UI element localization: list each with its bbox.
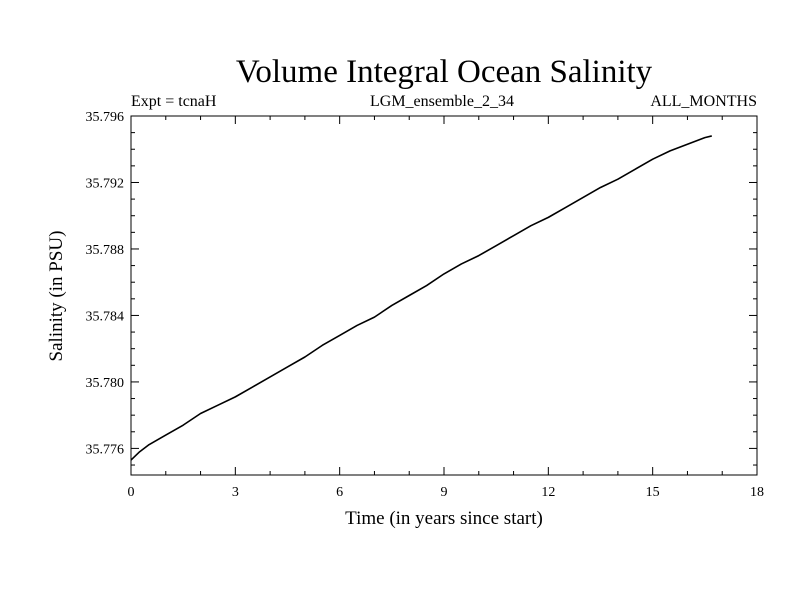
chart-subtitle-experiment: Expt = tcnaH bbox=[131, 93, 217, 110]
plot-frame bbox=[130, 115, 758, 476]
chart-subtitle-ensemble: LGM_ensemble_2_34 bbox=[370, 93, 514, 110]
y-tick-label: 35.784 bbox=[86, 309, 125, 324]
series-line-salinity bbox=[130, 135, 712, 461]
y-tick-label: 35.780 bbox=[86, 376, 125, 391]
y-axis-label: Salinity (in PSU) bbox=[46, 231, 67, 362]
y-tick-label: 35.796 bbox=[86, 110, 125, 125]
chart-subtitle-months: ALL_MONTHS bbox=[650, 93, 757, 110]
x-tick-label: 9 bbox=[441, 485, 448, 500]
x-tick-label: 0 bbox=[128, 485, 135, 500]
chart-title: Volume Integral Ocean Salinity bbox=[236, 54, 653, 90]
x-tick-label: 3 bbox=[232, 485, 239, 500]
axis-ticks: 0 3 6 9 12 15 18 35.776 35.780 35.784 35.788 35.792… bbox=[86, 110, 765, 500]
y-tick-label: 35.776 bbox=[86, 442, 125, 457]
series-layer bbox=[130, 135, 712, 461]
x-tick-label: 18 bbox=[750, 485, 764, 500]
x-axis-label: Time (in years since start) bbox=[345, 508, 543, 529]
x-tick-label: 12 bbox=[541, 485, 555, 500]
y-tick-label: 35.788 bbox=[86, 243, 125, 258]
y-tick-label: 35.792 bbox=[86, 176, 125, 191]
x-tick-label: 6 bbox=[336, 485, 343, 500]
x-tick-label: 15 bbox=[646, 485, 660, 500]
